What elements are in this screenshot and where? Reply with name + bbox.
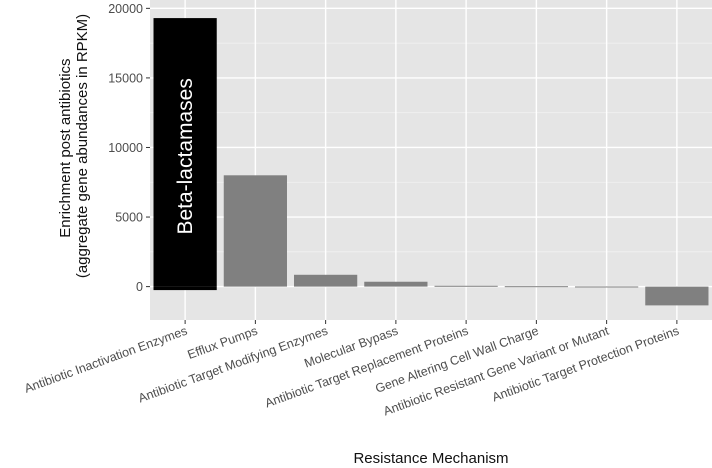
y-tick-label: 15000 xyxy=(108,71,143,85)
y-axis-title-line-2: (aggregate gene abundances in RPKM) xyxy=(74,14,91,278)
bar-1 xyxy=(153,18,217,287)
bar-6 xyxy=(504,286,568,288)
bar-5 xyxy=(434,285,498,287)
y-tick-label: 0 xyxy=(136,280,143,294)
bar-3 xyxy=(294,274,358,287)
bar-7 xyxy=(575,286,639,288)
y-axis-title: Enrichment post antibiotics (aggregate g… xyxy=(57,14,91,278)
y-tick-label: 5000 xyxy=(115,211,143,225)
y-tick-label: 20000 xyxy=(108,2,143,16)
bars xyxy=(153,18,709,306)
bar-1-negative-part xyxy=(153,286,217,291)
y-axis: 0 5000 10000 15000 20000 xyxy=(108,2,150,294)
bar-8 xyxy=(645,286,709,306)
bar-annotation-label: Beta-lactamases xyxy=(174,78,197,234)
x-axis-title: Resistance Mechanism xyxy=(353,450,508,467)
y-tick-label: 10000 xyxy=(108,141,143,155)
bar-annotations: Beta-lactamases xyxy=(174,78,197,234)
y-axis-title-line-1: Enrichment post antibiotics xyxy=(57,58,74,237)
bar-4 xyxy=(364,281,428,287)
bar-2 xyxy=(223,175,287,287)
